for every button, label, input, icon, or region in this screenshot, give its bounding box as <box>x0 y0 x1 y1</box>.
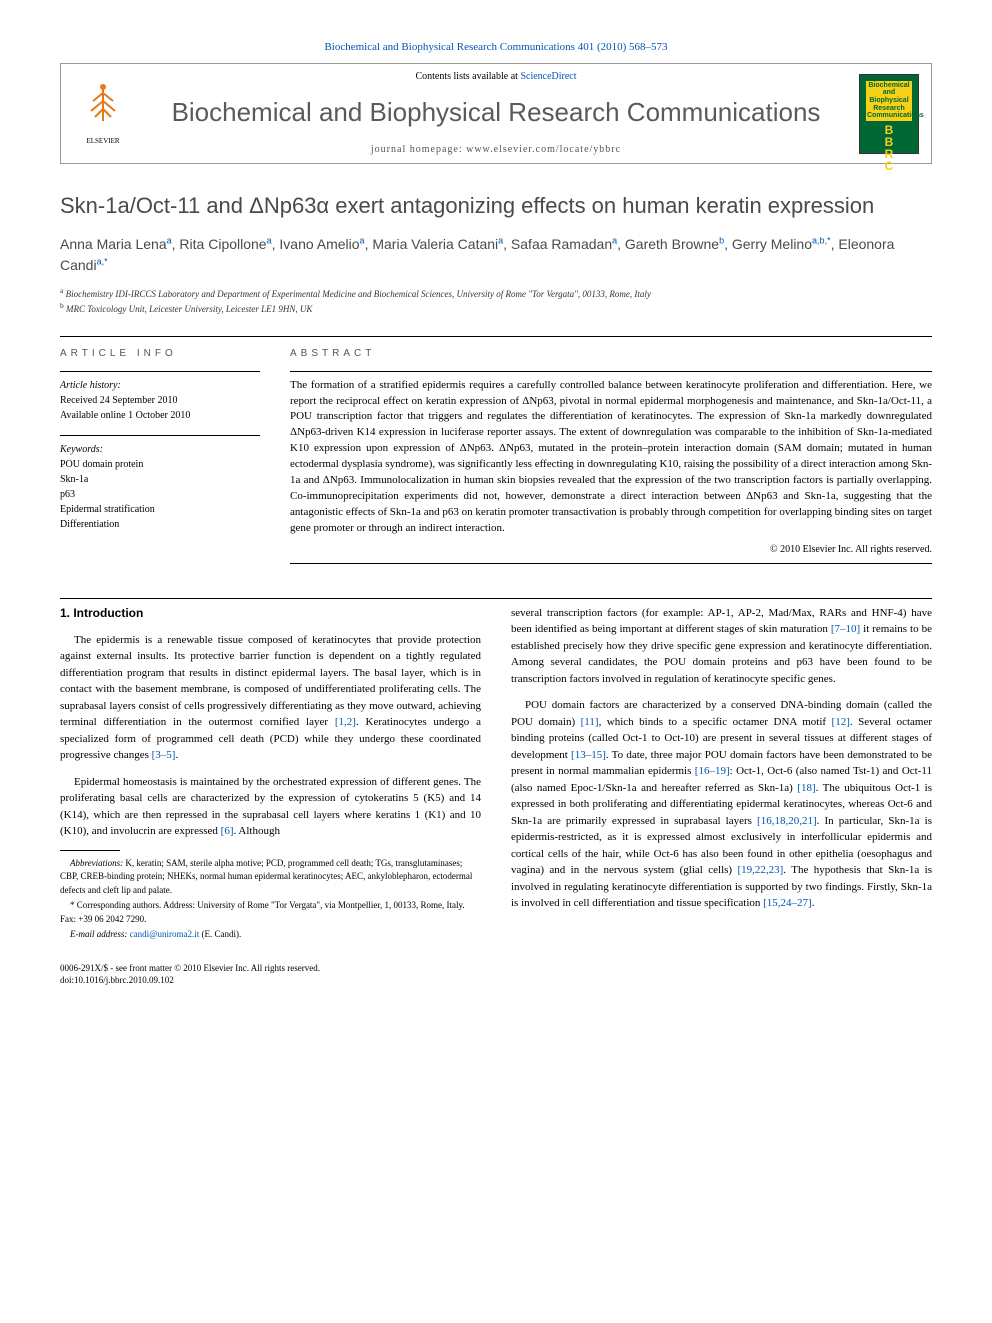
page-footer: 0006-291X/$ - see front matter © 2010 El… <box>60 962 932 987</box>
body-paragraph: The epidermis is a renewable tissue comp… <box>60 632 481 764</box>
article-history-block: Article history: Received 24 September 2… <box>60 378 260 423</box>
cover-big-letters: BBRC <box>885 124 894 172</box>
journal-header-box: ELSEVIER Contents lists available at Sci… <box>60 63 932 163</box>
citation-header: Biochemical and Biophysical Research Com… <box>60 40 932 55</box>
ref-link[interactable]: [15,24–27] <box>763 897 812 909</box>
article-info-column: ARTICLE INFO Article history: Received 2… <box>60 347 260 570</box>
email-footnote: E-mail address: candi@uniroma2.it (E. Ca… <box>60 928 481 942</box>
body-paragraph: POU domain factors are characterized by … <box>511 697 932 912</box>
received-date: Received 24 September 2010 <box>60 393 260 408</box>
body-text: The epidermis is a renewable tissue comp… <box>60 634 481 729</box>
ref-link[interactable]: [1,2] <box>335 716 356 728</box>
contents-text: Contents lists available at <box>415 71 520 82</box>
body-text: , which binds to a specific octamer DNA … <box>599 716 832 728</box>
author-aff-link[interactable]: a <box>267 236 272 246</box>
doi: doi:10.1016/j.bbrc.2010.09.102 <box>60 974 320 987</box>
ref-link[interactable]: [13–15] <box>571 749 606 761</box>
abbrev-footnote: Abbreviations: K, keratin; SAM, sterile … <box>60 857 481 898</box>
abstract-head: ABSTRACT <box>290 347 932 361</box>
keywords-label: Keywords: <box>60 442 260 457</box>
corresponding-link[interactable]: * <box>827 236 831 246</box>
author-aff-link[interactable]: a <box>498 236 503 246</box>
body-text: . <box>175 749 178 761</box>
ref-link[interactable]: [3–5] <box>152 749 176 761</box>
email-owner: (E. Candi). <box>199 929 241 939</box>
author-aff-link[interactable]: a <box>612 236 617 246</box>
author-aff-link[interactable]: a <box>812 236 817 246</box>
ref-link[interactable]: [16,18,20,21] <box>757 815 817 827</box>
body-text: . <box>812 897 815 909</box>
affiliation-a: Biochemistry IDI-IRCCS Laboratory and De… <box>66 289 651 299</box>
divider <box>60 598 932 599</box>
front-matter: 0006-291X/$ - see front matter © 2010 El… <box>60 962 320 975</box>
ref-link[interactable]: [18] <box>797 782 815 794</box>
article-info-head: ARTICLE INFO <box>60 347 260 361</box>
author-aff-link[interactable]: b <box>719 236 724 246</box>
divider <box>60 435 260 436</box>
journal-cover-thumb: Biochemical and Biophysical Research Com… <box>859 74 919 154</box>
author-aff-link[interactable]: a <box>360 236 365 246</box>
author-aff-link[interactable]: b <box>820 236 825 246</box>
contents-line: Contents lists available at ScienceDirec… <box>133 70 859 84</box>
divider <box>290 371 932 372</box>
email-label: E-mail address: <box>70 929 130 939</box>
ref-link[interactable]: [12] <box>832 716 850 728</box>
keyword: Differentiation <box>60 517 260 532</box>
author-aff-link[interactable]: a <box>167 236 172 246</box>
divider <box>60 336 932 337</box>
article-title: Skn-1a/Oct-11 and ΔNp63α exert antagoniz… <box>60 192 932 221</box>
ref-link[interactable]: [11] <box>581 716 599 728</box>
authors-list: Anna Maria Lenaa, Rita Cipollonea, Ivano… <box>60 234 932 276</box>
keyword: p63 <box>60 487 260 502</box>
elsevier-label: ELSEVIER <box>86 137 119 147</box>
online-date: Available online 1 October 2010 <box>60 408 260 423</box>
info-abstract-row: ARTICLE INFO Article history: Received 2… <box>60 347 932 570</box>
ref-link[interactable]: [16–19] <box>695 765 730 777</box>
left-column: 1. Introduction The epidermis is a renew… <box>60 605 481 944</box>
elsevier-logo: ELSEVIER <box>73 79 133 149</box>
abstract-copyright: © 2010 Elsevier Inc. All rights reserved… <box>290 543 932 557</box>
citation-link[interactable]: Biochemical and Biophysical Research Com… <box>324 41 667 53</box>
keyword: Skn-1a <box>60 472 260 487</box>
keyword: POU domain protein <box>60 457 260 472</box>
body-text: . Although <box>234 825 280 837</box>
elsevier-tree-icon <box>83 81 123 137</box>
email-link[interactable]: candi@uniroma2.it <box>130 929 200 939</box>
abbrev-label: Abbreviations: <box>70 858 123 868</box>
divider <box>290 563 932 564</box>
sciencedirect-link[interactable]: ScienceDirect <box>520 71 576 82</box>
journal-name: Biochemical and Biophysical Research Com… <box>133 94 859 130</box>
footnotes: Abbreviations: K, keratin; SAM, sterile … <box>60 857 481 942</box>
corresponding-footnote: * Corresponding authors. Address: Univer… <box>60 899 481 926</box>
footer-left: 0006-291X/$ - see front matter © 2010 El… <box>60 962 320 987</box>
right-column: several transcription factors (for examp… <box>511 605 932 944</box>
history-label: Article history: <box>60 378 260 393</box>
keywords-block: Keywords: POU domain protein Skn-1a p63 … <box>60 442 260 532</box>
section-heading: 1. Introduction <box>60 605 481 622</box>
affiliations: a Biochemistry IDI-IRCCS Laboratory and … <box>60 286 932 315</box>
journal-homepage: journal homepage: www.elsevier.com/locat… <box>133 143 859 157</box>
affiliation-b: MRC Toxicology Unit, Leicester Universit… <box>66 304 312 314</box>
author-aff-link[interactable]: a <box>97 257 102 267</box>
ref-link[interactable]: [7–10] <box>831 623 860 635</box>
corresponding-link[interactable]: * <box>104 257 108 267</box>
keyword: Epidermal stratification <box>60 502 260 517</box>
footnote-separator <box>60 850 120 851</box>
body-columns: 1. Introduction The epidermis is a renew… <box>60 605 932 944</box>
abstract-body: The formation of a stratified epidermis … <box>290 378 932 537</box>
ref-link[interactable]: [6] <box>221 825 234 837</box>
ref-link[interactable]: [19,22,23] <box>737 864 783 876</box>
body-paragraph: several transcription factors (for examp… <box>511 605 932 688</box>
abstract-column: ABSTRACT The formation of a stratified e… <box>290 347 932 570</box>
divider <box>60 371 260 372</box>
header-center: Contents lists available at ScienceDirec… <box>133 70 859 156</box>
body-paragraph: Epidermal homeostasis is maintained by t… <box>60 774 481 840</box>
cover-small-label: Biochemical and Biophysical Research Com… <box>866 81 912 121</box>
